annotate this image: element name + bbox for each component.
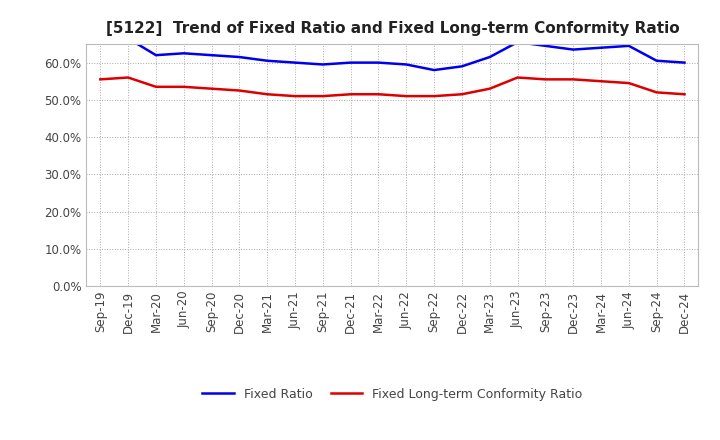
Fixed Long-term Conformity Ratio <box>597 79 606 84</box>
Fixed Ratio <box>207 52 216 58</box>
Fixed Ratio <box>624 43 633 48</box>
Fixed Ratio <box>513 40 522 45</box>
Fixed Long-term Conformity Ratio <box>374 92 383 97</box>
Fixed Ratio <box>374 60 383 65</box>
Fixed Long-term Conformity Ratio <box>430 93 438 99</box>
Fixed Long-term Conformity Ratio <box>402 93 410 99</box>
Fixed Ratio <box>346 60 355 65</box>
Fixed Ratio <box>569 47 577 52</box>
Fixed Long-term Conformity Ratio <box>96 77 104 82</box>
Fixed Ratio <box>291 60 300 65</box>
Fixed Long-term Conformity Ratio <box>124 75 132 80</box>
Fixed Ratio <box>235 55 243 60</box>
Fixed Ratio <box>124 36 132 41</box>
Fixed Long-term Conformity Ratio <box>513 75 522 80</box>
Fixed Long-term Conformity Ratio <box>624 81 633 86</box>
Fixed Ratio <box>318 62 327 67</box>
Fixed Ratio <box>597 45 606 50</box>
Fixed Long-term Conformity Ratio <box>235 88 243 93</box>
Fixed Long-term Conformity Ratio <box>152 84 161 89</box>
Fixed Ratio <box>179 51 188 56</box>
Fixed Ratio <box>541 43 550 48</box>
Fixed Ratio <box>680 60 689 65</box>
Fixed Ratio <box>152 52 161 58</box>
Fixed Ratio <box>263 58 271 63</box>
Fixed Ratio <box>430 67 438 73</box>
Fixed Long-term Conformity Ratio <box>179 84 188 89</box>
Line: Fixed Ratio: Fixed Ratio <box>100 38 685 70</box>
Fixed Long-term Conformity Ratio <box>291 93 300 99</box>
Fixed Long-term Conformity Ratio <box>485 86 494 92</box>
Fixed Ratio <box>485 55 494 60</box>
Title: [5122]  Trend of Fixed Ratio and Fixed Long-term Conformity Ratio: [5122] Trend of Fixed Ratio and Fixed Lo… <box>106 21 679 36</box>
Legend: Fixed Ratio, Fixed Long-term Conformity Ratio: Fixed Ratio, Fixed Long-term Conformity … <box>197 383 588 406</box>
Fixed Long-term Conformity Ratio <box>207 86 216 92</box>
Fixed Ratio <box>402 62 410 67</box>
Fixed Ratio <box>96 40 104 45</box>
Fixed Ratio <box>458 64 467 69</box>
Line: Fixed Long-term Conformity Ratio: Fixed Long-term Conformity Ratio <box>100 77 685 96</box>
Fixed Long-term Conformity Ratio <box>263 92 271 97</box>
Fixed Long-term Conformity Ratio <box>652 90 661 95</box>
Fixed Ratio <box>652 58 661 63</box>
Fixed Long-term Conformity Ratio <box>458 92 467 97</box>
Fixed Long-term Conformity Ratio <box>541 77 550 82</box>
Fixed Long-term Conformity Ratio <box>680 92 689 97</box>
Fixed Long-term Conformity Ratio <box>569 77 577 82</box>
Fixed Long-term Conformity Ratio <box>318 93 327 99</box>
Fixed Long-term Conformity Ratio <box>346 92 355 97</box>
